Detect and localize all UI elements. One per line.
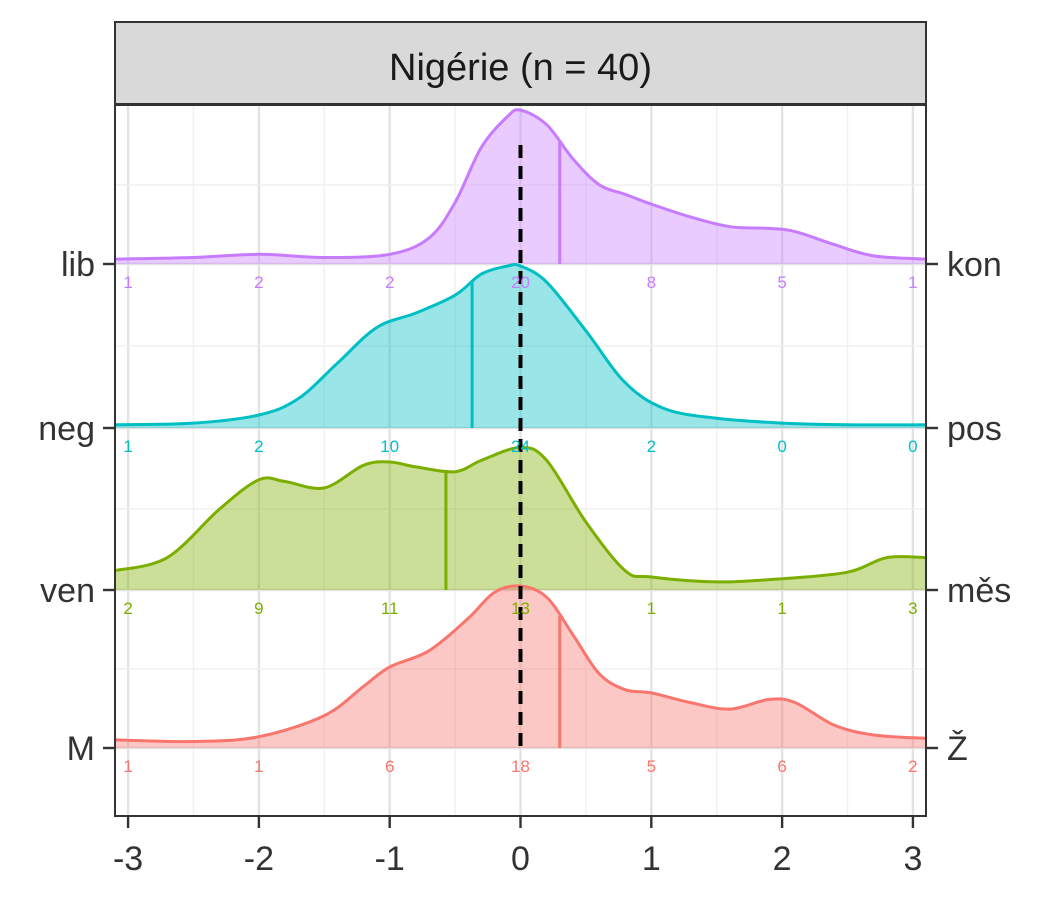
x-tick-label: -1 [375,840,405,878]
count-label: 18 [511,757,530,776]
count-label: 10 [380,437,399,456]
count-label: 0 [777,437,786,456]
count-label: 8 [647,273,656,292]
x-tick-label: 3 [903,840,922,878]
x-tick-label: 0 [511,840,530,878]
ridge-area [115,109,926,264]
ridge-line [114,584,927,744]
count-label: 1 [123,437,132,456]
count-label: 1 [908,273,917,292]
count-label: 11 [381,599,399,618]
y-label-right: Ž [947,730,968,768]
y-label-left: M [67,730,95,768]
count-label: 1 [254,757,263,776]
count-label: 9 [254,599,263,618]
count-label: 5 [777,273,786,292]
ridge-lib [114,108,927,264]
x-tick-label: 2 [773,840,792,878]
count-label: 24 [511,437,530,456]
count-label: 2 [254,273,263,292]
x-tick-label: -2 [244,840,274,878]
count-label: 0 [908,437,917,456]
count-label: 2 [647,437,656,456]
x-tick-label: 1 [642,840,661,878]
count-label: 5 [647,757,656,776]
ridge-line [114,262,927,427]
count-label: 2 [385,273,394,292]
facet-strip: Nigérie (n = 40) [114,21,927,105]
count-label: 20 [511,273,530,292]
x-tick-label: -3 [113,840,143,878]
chart-title: Nigérie (n = 40) [389,47,652,89]
count-label: 2 [123,599,132,618]
count-label: 1 [123,757,132,776]
ridge-M [114,584,927,748]
count-labels: 1 2 2 20 8 5 11 2 10 24 2 0 02 9 11 13 1 1 31 1 6 18 5 6 2 [123,273,917,776]
y-label-left: lib [61,246,95,284]
count-label: 6 [777,757,786,776]
y-label-left: ven [40,572,95,610]
count-label: 2 [254,437,263,456]
count-label: 2 [908,757,917,776]
ridge-area [115,585,926,748]
ridge-line [114,445,927,584]
count-label: 6 [385,757,394,776]
ridge-area [115,447,926,590]
y-label-left: neg [38,410,95,448]
y-label-right: měs [947,572,1011,610]
strip-background [114,21,927,105]
count-label: 3 [908,599,917,618]
count-label: 1 [777,599,786,618]
ridge-line [114,108,927,261]
count-label: 13 [511,599,530,618]
axes: lib kon neg pos ven měs M Ž -3 -2 -1 0 1 2 3 [38,246,1011,878]
ridge-ven [114,445,927,590]
y-label-right: pos [947,410,1002,448]
y-label-right: kon [947,246,1002,284]
count-label: 1 [123,273,132,292]
count-label: 1 [647,599,656,618]
